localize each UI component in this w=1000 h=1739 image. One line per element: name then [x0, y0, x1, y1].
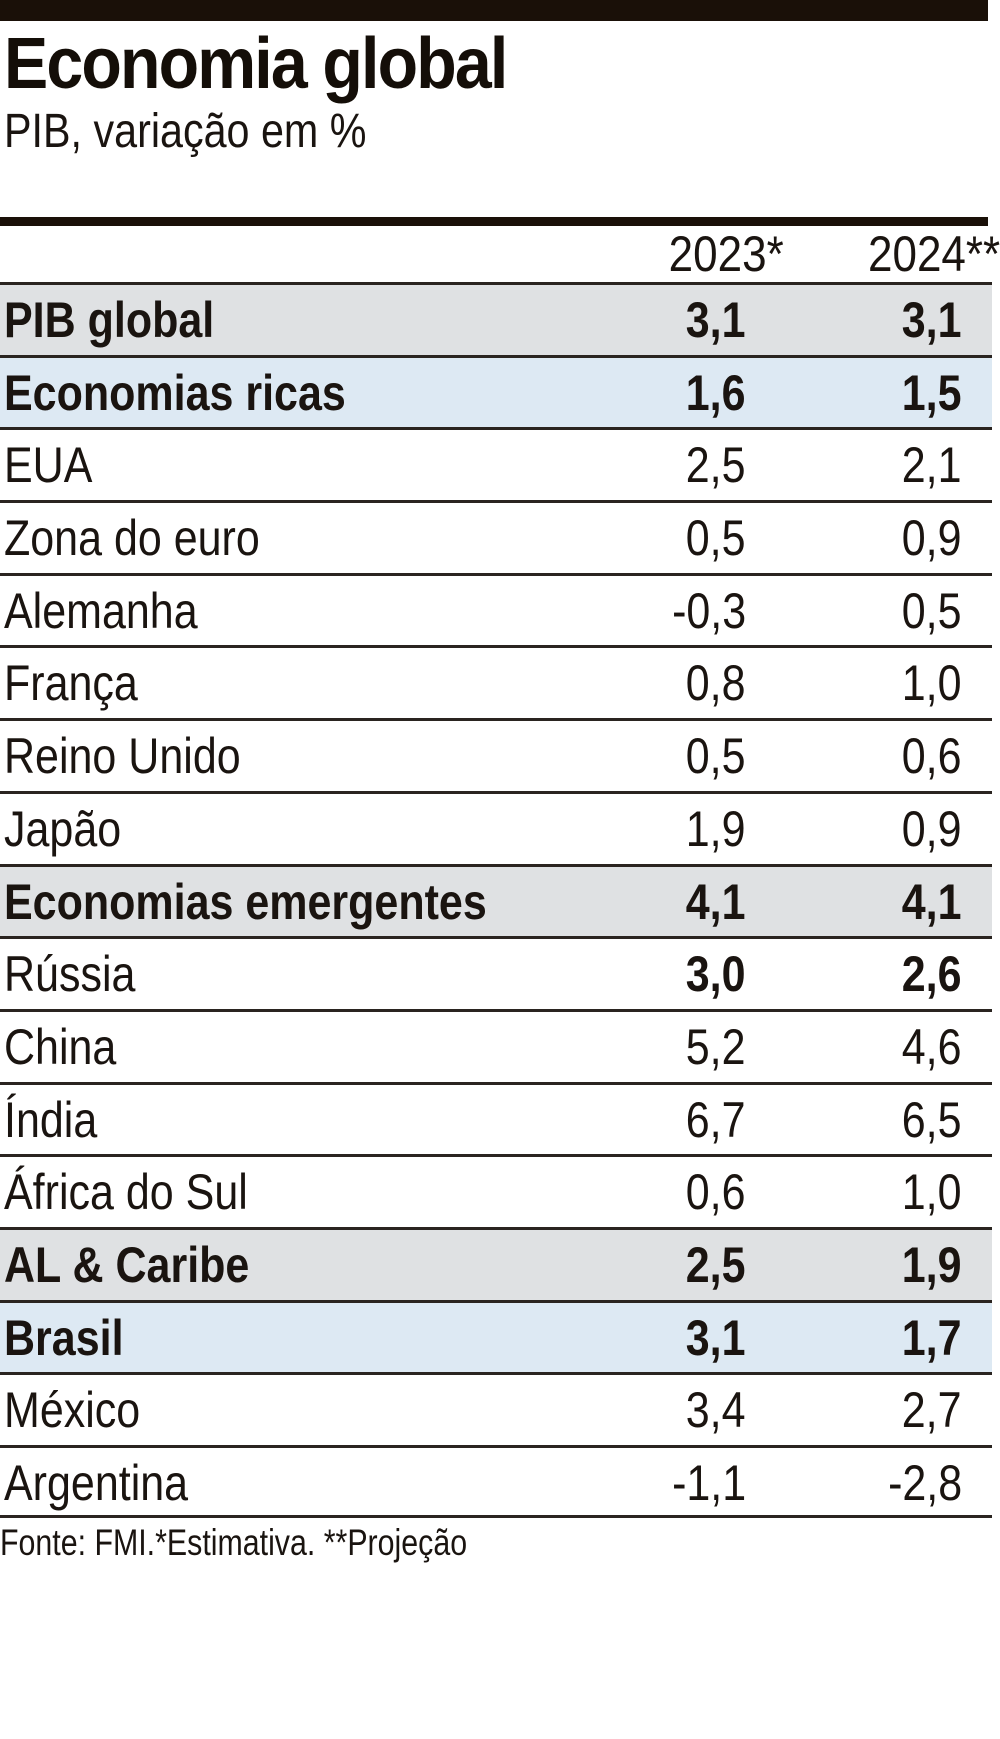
row-label: México	[4, 1382, 141, 1439]
source-note: Fonte: FMI.*Estimativa. **Projeção	[0, 1522, 468, 1563]
row-label: Reino Unido	[4, 728, 241, 785]
value-2024: 1,0	[902, 655, 962, 712]
value-2023: 3,4	[686, 1382, 746, 1439]
table-row: África do Sul 0,6 1,0	[0, 1154, 992, 1227]
table-row: Alemanha -0,3 0,5	[0, 572, 992, 646]
value-2023: 3,1	[686, 1309, 746, 1366]
table-row: AL & Caribe 2,5 1,9	[0, 1226, 992, 1300]
value-2023: 0,8	[686, 655, 746, 712]
value-2023: 0,5	[686, 728, 746, 785]
value-2024: 1,0	[902, 1164, 962, 1221]
value-2024: 0,5	[902, 582, 962, 639]
value-2024: 4,6	[902, 1018, 962, 1075]
row-label: Zona do euro	[4, 510, 260, 567]
row-label: China	[4, 1018, 117, 1075]
table-row: China 5,2 4,6	[0, 1008, 992, 1082]
row-label: África do Sul	[4, 1164, 248, 1221]
value-2024: 1,5	[902, 364, 962, 421]
value-2024: 0,6	[902, 728, 962, 785]
table-row: México 3,4 2,7	[0, 1372, 992, 1445]
value-2023: 2,5	[686, 437, 746, 494]
row-label: Argentina	[4, 1455, 189, 1511]
value-2023: 0,6	[686, 1164, 746, 1221]
value-2023: 6,7	[686, 1091, 746, 1148]
value-2023: 4,1	[686, 873, 746, 930]
value-2023: -1,1	[671, 1455, 746, 1511]
column-header-2023: 2023*	[668, 226, 784, 282]
row-label: Brasil	[4, 1309, 124, 1366]
value-2023: 3,0	[686, 946, 746, 1003]
table-row: Zona do euro 0,5 0,9	[0, 500, 992, 573]
table-header: 2023* 2024**	[0, 226, 1000, 282]
row-label: Alemanha	[4, 582, 198, 639]
value-2023: -0,3	[671, 582, 746, 639]
value-2024: 6,5	[902, 1091, 962, 1148]
value-2023: 3,1	[686, 292, 746, 348]
top-rule	[0, 0, 988, 21]
row-label: AL & Caribe	[4, 1236, 250, 1293]
value-2024: 2,7	[902, 1382, 962, 1439]
value-2024: 0,9	[902, 510, 962, 567]
table-row: Economias emergentes 4,1 4,1	[0, 863, 992, 937]
header-rule	[0, 217, 988, 226]
table-row: França 0,8 1,0	[0, 645, 992, 718]
value-2024: 3,1	[902, 292, 962, 348]
value-2023: 0,5	[686, 510, 746, 567]
table-row: Brasil 3,1 1,7	[0, 1299, 992, 1373]
row-label: Rússia	[4, 946, 136, 1003]
value-2023: 5,2	[686, 1018, 746, 1075]
row-label: Economias emergentes	[4, 873, 487, 930]
value-2024: 1,9	[902, 1236, 962, 1293]
table-row: Economias ricas 1,6 1,5	[0, 354, 992, 428]
column-header-2024: 2024**	[867, 226, 1000, 282]
row-label: França	[4, 655, 138, 712]
value-2024: 0,9	[902, 800, 962, 857]
value-2024: 2,1	[902, 437, 962, 494]
table-row: Reino Unido 0,5 0,6	[0, 718, 992, 791]
page-subtitle: PIB, variação em %	[4, 105, 367, 158]
table-row: Japão 1,9 0,9	[0, 790, 992, 864]
value-2023: 1,9	[686, 800, 746, 857]
value-2024: -2,8	[887, 1455, 962, 1511]
row-label: PIB global	[4, 292, 215, 348]
value-2024: 1,7	[902, 1309, 962, 1366]
table-row: PIB global 3,1 3,1	[0, 282, 992, 355]
value-2023: 1,6	[686, 364, 746, 421]
value-2023: 2,5	[686, 1236, 746, 1293]
value-2024: 4,1	[902, 873, 962, 930]
row-label: Japão	[4, 800, 122, 857]
row-label: Economias ricas	[4, 364, 346, 421]
table-row: Rússia 3,0 2,6	[0, 936, 992, 1009]
table-row: Argentina -1,1 -2,8	[0, 1445, 992, 1518]
table-row: Índia 6,7 6,5	[0, 1081, 992, 1155]
row-label: EUA	[4, 437, 93, 494]
page-title: Economia global	[4, 24, 508, 104]
gdp-table: PIB global 3,1 3,1 Economias ricas 1,6 1,5 EUA…	[0, 282, 992, 1518]
row-label: Índia	[4, 1091, 98, 1148]
value-2024: 2,6	[902, 946, 962, 1003]
table-row: EUA 2,5 2,1	[0, 427, 992, 500]
